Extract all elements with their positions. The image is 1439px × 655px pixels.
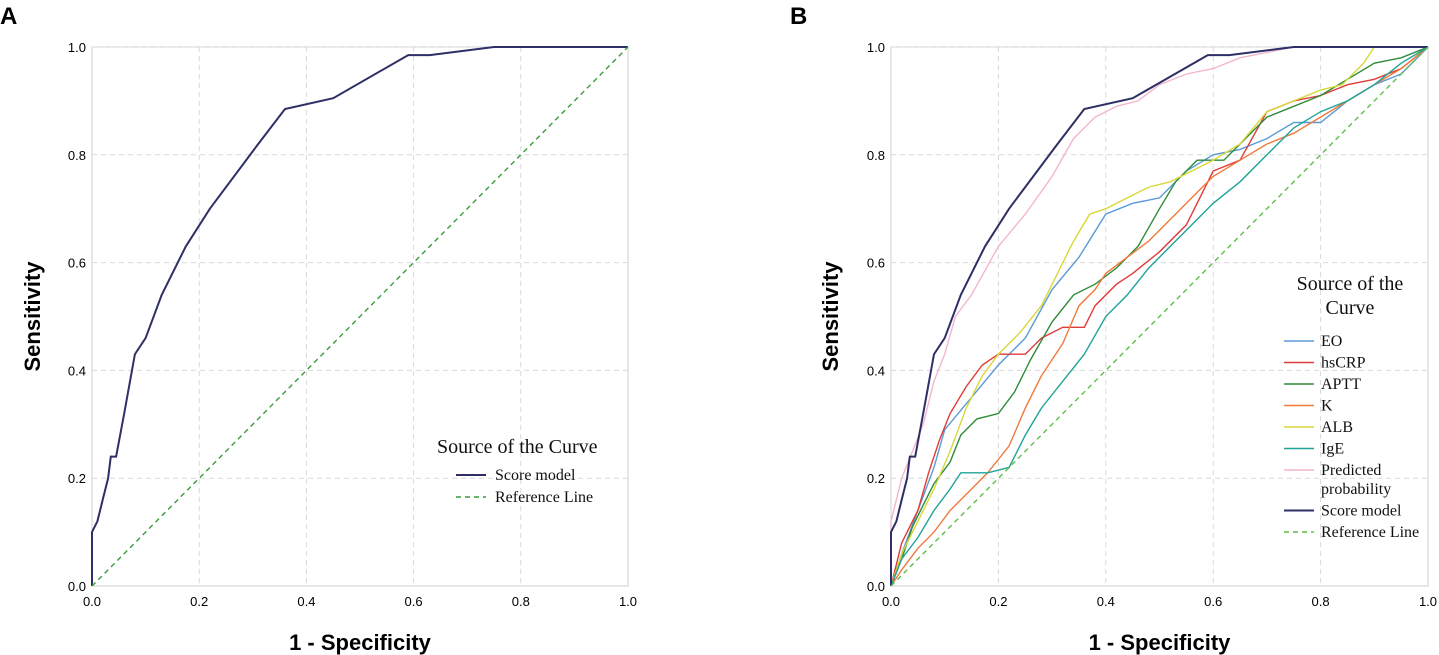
panel-b-legend-label-predicted-probability: Predicted probability bbox=[1321, 462, 1391, 498]
panel-b-legend-label-score-model: Score model bbox=[1321, 503, 1402, 520]
panel-b-series-eo bbox=[890, 46, 1429, 587]
panel-b-y-tick-label: 0.2 bbox=[867, 471, 885, 486]
panel-a-y-tick-label: 0.8 bbox=[68, 148, 86, 163]
panel-b-chart: 0.0 0.2 0.4 0.6 0.8 1.0 0.0 0.2 0.4 0.6 0.8 1.0 1 - … bbox=[818, 40, 1437, 655]
panel-a-legend-title: Source of the Curve bbox=[437, 436, 598, 458]
panel-a-chart: 0.0 0.2 0.4 0.6 0.8 1.0 0.0 0.2 0.4 0.6 0.8 1.0 1 - … bbox=[20, 40, 637, 655]
panel-a-legend-label-reference-line: Reference Line bbox=[495, 489, 593, 506]
panel-a-x-tick-label: 1.0 bbox=[619, 594, 637, 609]
panel-a-legend-label-score-model: Score model bbox=[495, 467, 576, 484]
panel-b-x-axis-title: 1 - Specificity bbox=[1089, 630, 1232, 655]
panel-a-letter: A bbox=[0, 3, 17, 30]
panel-a-x-axis-title: 1 - Specificity bbox=[289, 630, 432, 655]
panel-a-plot-frame bbox=[91, 46, 629, 587]
panel-b-letter: B bbox=[790, 3, 807, 30]
panel-b-plot-frame bbox=[890, 46, 1429, 587]
panel-b-legend-label-eo: EO bbox=[1321, 333, 1342, 350]
panel-b-legend-label-reference-line: Reference Line bbox=[1321, 524, 1419, 541]
panel-b-x-tick-label: 0.2 bbox=[989, 594, 1007, 609]
panel-b-series-aptt bbox=[890, 46, 1429, 587]
panel-b-y-tick-label: 0.0 bbox=[867, 579, 885, 594]
panel-b-legend-title: Source of the Curve bbox=[1297, 273, 1404, 319]
panel-b-series-reference-line bbox=[890, 46, 1429, 587]
panel-a-y-tick-label: 0.6 bbox=[68, 256, 86, 271]
panel-b-series-alb bbox=[890, 46, 1428, 587]
panel-a-y-tick-label: 0.2 bbox=[68, 471, 86, 486]
panel-a-x-tick-label: 0.0 bbox=[83, 594, 101, 609]
panel-b-x-tick-label: 0.4 bbox=[1097, 594, 1115, 609]
panel-b-series-ige bbox=[890, 46, 1429, 587]
panel-b-x-tick-label: 0.0 bbox=[882, 594, 900, 609]
panel-a-series-reference-line bbox=[91, 46, 629, 587]
panel-b-legend-title-line: Curve bbox=[1326, 297, 1375, 319]
panel-a-y-tick-label: 1.0 bbox=[68, 40, 86, 55]
panel-a-series-score-model bbox=[91, 46, 628, 586]
panel-a-x-tick-label: 0.4 bbox=[297, 594, 315, 609]
panel-b-series-k bbox=[890, 46, 1429, 587]
panel-a-legend: Source of the Curve Score model Reference … bbox=[437, 436, 598, 506]
panel-b-y-axis-title: Sensitivity bbox=[818, 261, 843, 372]
panel-b-legend-label-hscrp: hsCRP bbox=[1321, 355, 1366, 372]
panel-b-legend-label-line: Predicted bbox=[1321, 462, 1381, 479]
panel-a-x-tick-label: 0.8 bbox=[512, 594, 530, 609]
panel-b-legend: Source of the Curve EO hsCRP APTT K ALB IgE Pred… bbox=[1284, 273, 1419, 541]
panel-b-y-tick-label: 1.0 bbox=[867, 40, 885, 55]
panel-b-legend-label-k: K bbox=[1321, 398, 1333, 415]
panel-b-x-tick-label: 1.0 bbox=[1419, 594, 1437, 609]
panel-a-y-tick-label: 0.4 bbox=[68, 363, 86, 378]
panel-b-legend-title-line: Source of the bbox=[1297, 273, 1404, 295]
panel-b-legend-label-line: probability bbox=[1321, 481, 1391, 498]
panel-b-series-hscrp bbox=[890, 46, 1429, 587]
panel-b-legend-label-ige: IgE bbox=[1321, 441, 1344, 458]
panel-b-x-tick-label: 0.8 bbox=[1312, 594, 1330, 609]
panel-b-x-tick-label: 0.6 bbox=[1204, 594, 1222, 609]
panel-b-legend-label-aptt: APTT bbox=[1321, 376, 1361, 393]
panel-a-x-tick-label: 0.2 bbox=[190, 594, 208, 609]
panel-b-y-tick-label: 0.8 bbox=[867, 148, 885, 163]
panel-b-legend-label-alb: ALB bbox=[1321, 419, 1353, 436]
panel-b-series-score-model bbox=[890, 46, 1428, 586]
panel-a-y-axis-title: Sensitivity bbox=[20, 261, 45, 372]
panel-b-y-tick-label: 0.4 bbox=[867, 363, 885, 378]
panel-b-y-tick-label: 0.6 bbox=[867, 256, 885, 271]
panel-a-y-tick-label: 0.0 bbox=[68, 579, 86, 594]
panel-a-x-tick-label: 0.6 bbox=[405, 594, 423, 609]
